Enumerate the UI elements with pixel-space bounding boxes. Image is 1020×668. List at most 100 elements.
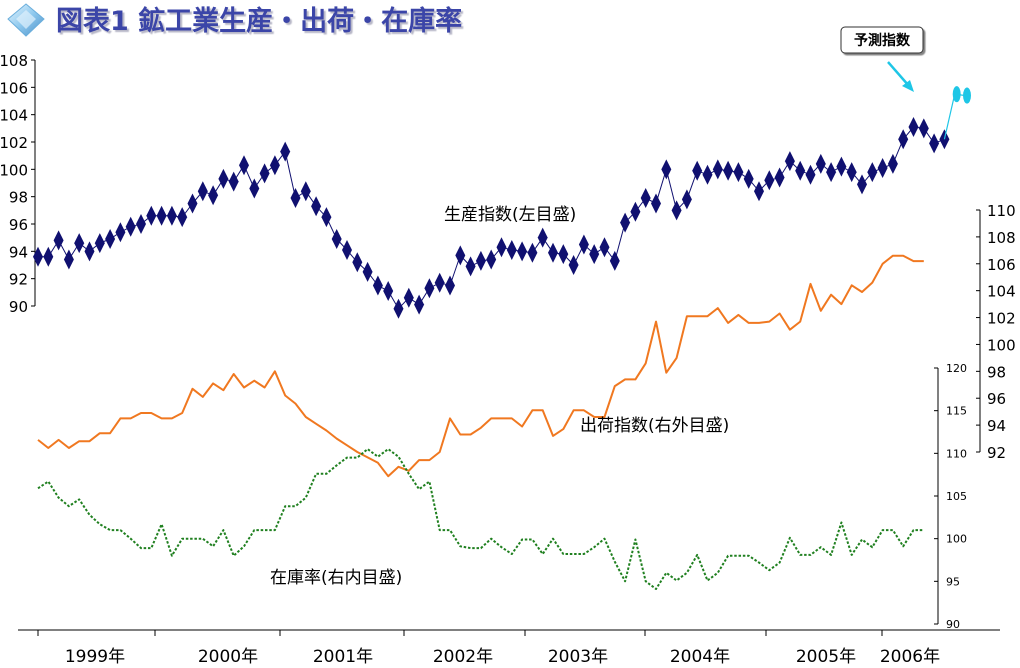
production-data-point: [259, 163, 270, 184]
production-data-point: [651, 193, 661, 214]
production-data-point: [702, 164, 713, 185]
production-data-point: [506, 239, 517, 260]
production-data-point: [712, 159, 723, 180]
production-data-point: [517, 241, 528, 262]
production-data-point: [115, 222, 126, 243]
production-data-point: [558, 244, 569, 265]
production-data-point: [784, 151, 795, 172]
production-data-point: [311, 196, 322, 217]
right-inner-axis-tick-label: 90: [946, 618, 960, 631]
production-data-point: [414, 294, 425, 315]
left-axis-tick-label: 96: [9, 216, 28, 234]
production-data-point: [599, 237, 610, 258]
right-outer-axis-tick-label: 102: [987, 310, 1016, 328]
production-data-point: [84, 241, 95, 262]
x-axis-year-label: 1999年: [65, 647, 125, 664]
chart-title-group: 図表1 鉱工業生産・出荷・在庫率: [7, 3, 462, 37]
production-data-point: [723, 160, 734, 181]
x-axis-year-label: 2003年: [548, 647, 608, 664]
production-data-point: [589, 244, 600, 265]
forecast-data-point: [963, 87, 971, 104]
production-data-point: [908, 116, 919, 137]
production-data-point: [475, 250, 486, 271]
production-data-point: [228, 171, 239, 192]
production-data-point: [445, 275, 455, 296]
inventory-series-label: 在庫率(右内目盛): [270, 568, 402, 588]
production-data-point: [208, 185, 219, 206]
production-data-point: [290, 188, 301, 209]
production-data-point: [156, 205, 167, 226]
shipments-series-label: 出荷指数(右外目盛): [580, 416, 729, 436]
production-data-point: [877, 157, 888, 178]
production-data-point: [372, 275, 383, 296]
production-data-point: [681, 189, 692, 210]
right-inner-axis-tick-label: 110: [946, 447, 967, 460]
production-data-point: [578, 234, 589, 255]
production-data-point: [53, 230, 64, 251]
x-axis-year-label: 2001年: [313, 647, 373, 664]
right-outer-axis-tick-label: 106: [987, 256, 1016, 274]
production-data-point: [218, 168, 229, 189]
right-inner-axis-tick-label: 105: [946, 490, 967, 503]
right-inner-axis-tick-label: 95: [946, 575, 960, 588]
production-data-point: [857, 174, 867, 195]
production-data-point: [239, 155, 249, 176]
production-data-point: [846, 162, 857, 183]
production-data-point: [815, 153, 826, 174]
production-data-point: [764, 170, 775, 191]
production-data-point: [105, 229, 116, 250]
production-data-point: [63, 249, 74, 270]
production-data-point: [300, 181, 311, 202]
production-data-point: [74, 233, 85, 254]
production-data-point: [269, 155, 280, 176]
production-data-point: [424, 278, 435, 299]
production-data-point: [125, 216, 136, 237]
chart-series-labels: 生産指数(左目盛) 出荷指数(右外目盛) 在庫率(右内目盛): [270, 205, 729, 588]
production-data-point: [929, 133, 940, 154]
production-data-point: [661, 159, 672, 180]
production-data-point: [342, 239, 352, 260]
production-data-point: [187, 193, 198, 214]
production-data-point: [496, 237, 507, 258]
left-axis-tick-label: 108: [0, 52, 28, 70]
right-inner-axis-tick-label: 100: [946, 533, 967, 546]
production-data-point: [887, 153, 898, 174]
x-axis-year-label: 2004年: [670, 647, 730, 664]
production-data-point: [805, 164, 816, 185]
production-data-point: [465, 256, 476, 277]
production-data-point: [568, 255, 579, 275]
production-data-point: [434, 272, 445, 293]
chart-series: [33, 86, 971, 590]
production-data-point: [403, 287, 414, 308]
left-axis-tick-label: 106: [0, 79, 28, 97]
production-data-point: [620, 212, 631, 233]
x-axis-year-label: 2006年: [880, 647, 940, 664]
production-data-point: [537, 227, 548, 248]
production-data-point: [486, 249, 497, 270]
production-data-point: [795, 160, 806, 181]
production-data-point: [177, 207, 188, 228]
chart-axes: 108 106 104 102 100 98 96 94 92 90 110 108 106 104 102…: [0, 52, 1016, 667]
forecast-callout: 予測指数: [840, 26, 924, 92]
production-data-point: [33, 246, 43, 267]
right-outer-axis-tick-label: 110: [987, 202, 1016, 220]
x-axis-year-label: 2000年: [198, 647, 258, 664]
production-data-point: [609, 250, 620, 271]
production-data-point: [918, 118, 929, 139]
inventory-series-line: [37, 448, 924, 590]
production-data-point: [836, 156, 847, 177]
right-outer-axis-tick-label: 94: [987, 417, 1006, 435]
production-data-point: [867, 162, 878, 183]
left-axis-tick-label: 100: [0, 161, 28, 179]
left-axis-tick-label: 90: [9, 298, 28, 316]
production-data-point: [146, 205, 157, 226]
production-data-point: [352, 252, 363, 273]
right-outer-axis-tick-label: 96: [987, 390, 1006, 408]
production-data-point: [826, 162, 837, 183]
production-data-point: [630, 201, 641, 222]
production-data-point: [136, 214, 146, 234]
production-data-point: [331, 229, 342, 250]
production-data-point: [692, 160, 703, 181]
